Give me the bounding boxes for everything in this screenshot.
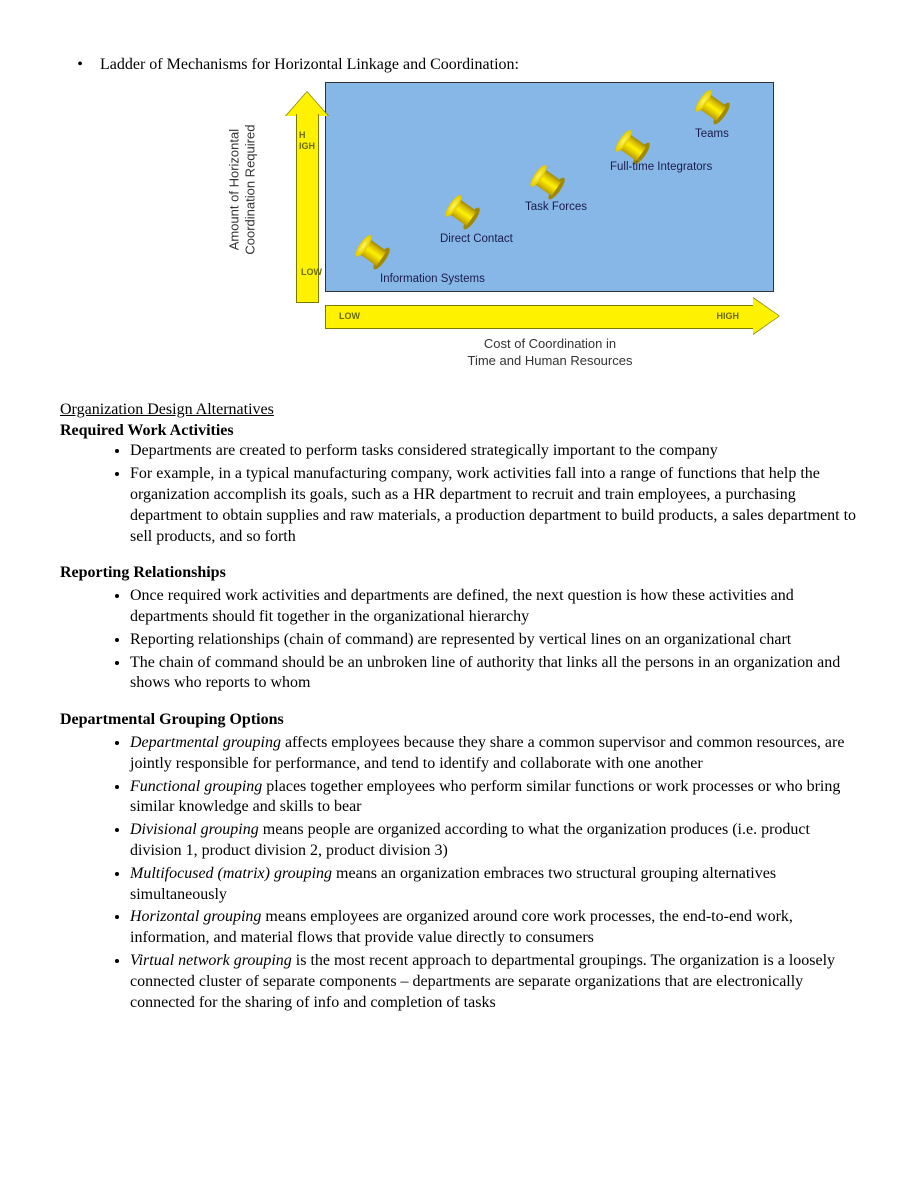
section-heading-grouping: Departmental Grouping Options [60, 710, 860, 731]
title-bullet-row: • Ladder of Mechanisms for Horizontal Li… [60, 55, 860, 76]
list-item: Horizontal grouping means employees are … [130, 907, 860, 949]
grouping-term: Virtual network grouping [130, 952, 292, 969]
section3-list: Departmental grouping affects employees … [60, 733, 860, 1013]
list-item: Virtual network grouping is the most rec… [130, 951, 860, 1013]
list-item: Functional grouping places together empl… [130, 777, 860, 819]
section2-list: Once required work activities and depart… [60, 586, 860, 694]
list-item: Multifocused (matrix) grouping means an … [130, 864, 860, 906]
list-item: For example, in a typical manufacturing … [130, 464, 860, 547]
list-item: Departmental grouping affects employees … [130, 733, 860, 775]
section-subheading: Required Work Activities [60, 422, 234, 439]
chart-area: H IGH LOW Amount of Horizontal Coordinat… [255, 82, 775, 372]
list-item: The chain of command should be an unbrok… [130, 653, 860, 695]
section-heading-reporting: Reporting Relationships [60, 563, 860, 584]
mechanism-label: Teams [695, 127, 729, 142]
mechanism-label: Task Forces [525, 200, 587, 215]
title-text: Ladder of Mechanisms for Horizontal Link… [100, 55, 519, 76]
x-axis-label: Cost of Coordination in Time and Human R… [325, 336, 775, 370]
list-item: Reporting relationships (chain of comman… [130, 630, 860, 651]
x-axis-arrow: LOW HIGH [325, 300, 779, 332]
section1-list: Departments are created to perform tasks… [60, 441, 860, 547]
y-low-label: LOW [301, 267, 322, 279]
list-item: Once required work activities and depart… [130, 586, 860, 628]
y-axis-arrow: H IGH LOW [290, 92, 323, 302]
x-high-label: HIGH [717, 311, 740, 323]
y-high-label: H IGH [299, 130, 323, 153]
grouping-term: Functional grouping [130, 778, 262, 795]
y-axis-label: Amount of Horizontal Coordination Requir… [226, 124, 257, 254]
grouping-term: Horizontal grouping [130, 908, 261, 925]
list-item: Divisional grouping means people are org… [130, 820, 860, 862]
grouping-term: Multifocused (matrix) grouping [130, 865, 332, 882]
list-item: Departments are created to perform tasks… [130, 441, 860, 462]
grouping-term: Divisional grouping [130, 821, 259, 838]
ladder-chart: H IGH LOW Amount of Horizontal Coordinat… [255, 82, 775, 372]
section-heading-underline: Organization Design Alternatives [60, 401, 274, 418]
x-low-label: LOW [339, 311, 360, 323]
section-organization-design: Organization Design Alternatives Require… [60, 400, 860, 548]
mechanism-label: Full-time Integrators [610, 160, 712, 175]
mechanism-label: Information Systems [380, 272, 485, 287]
grouping-term: Departmental grouping [130, 734, 281, 751]
mechanism-label: Direct Contact [440, 232, 513, 247]
bullet-icon: • [60, 55, 100, 76]
